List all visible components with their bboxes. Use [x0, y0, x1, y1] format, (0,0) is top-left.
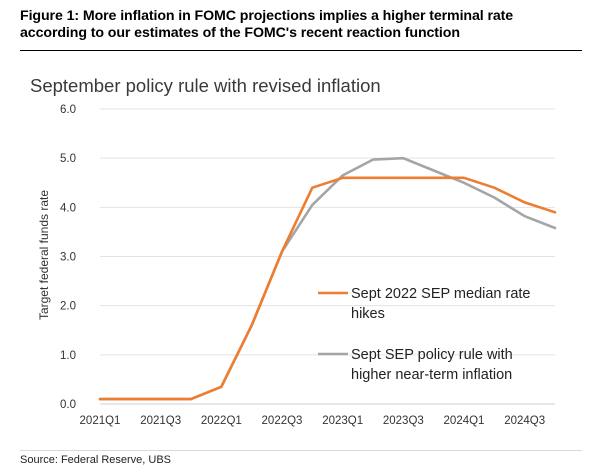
legend-label: hikes — [351, 306, 385, 322]
y-tick-label: 0.0 — [60, 399, 76, 411]
x-tick-label: 2022Q1 — [201, 415, 242, 427]
series-line-sept-2022-sep-median — [98, 176, 557, 401]
y-tick-label: 6.0 — [60, 104, 76, 116]
figure-title: Figure 1: More inflation in FOMC project… — [20, 8, 580, 42]
y-tick-label: 1.0 — [60, 350, 76, 362]
chart-title: September policy rule with revised infla… — [30, 75, 381, 96]
x-tick-label: 2023Q3 — [383, 415, 424, 427]
y-tick-label: 3.0 — [60, 252, 76, 264]
y-axis-ticks: 0.0 1.0 2.0 3.0 4.0 5.0 6.0 — [60, 104, 76, 411]
x-tick-label: 2023Q1 — [322, 415, 363, 427]
legend-label: higher near-term inflation — [351, 367, 512, 383]
line-chart: September policy rule with revised infla… — [30, 75, 557, 427]
figure-title-line-1: Figure 1: More inflation in FOMC project… — [20, 8, 514, 24]
x-tick-label: 2022Q3 — [262, 415, 303, 427]
legend-label: Sept SEP policy rule with — [351, 347, 513, 363]
x-tick-label: 2024Q3 — [504, 415, 545, 427]
legend-label: Sept 2022 SEP median rate — [351, 286, 531, 302]
figure-title-line-2: according to our estimates of the FOMC's… — [20, 25, 460, 41]
source-note: Source: Federal Reserve, UBS — [20, 454, 172, 466]
y-tick-label: 2.0 — [60, 301, 76, 313]
footer-divider — [20, 450, 582, 451]
y-tick-label: 5.0 — [60, 153, 76, 165]
legend: Sept 2022 SEP median rate hikes Sept SEP p… — [318, 286, 531, 383]
title-divider — [20, 50, 582, 51]
x-axis-ticks: 2021Q1 2021Q3 2022Q1 2022Q3 2023Q1 2023Q3 2024… — [80, 415, 546, 427]
x-tick-label: 2021Q1 — [80, 415, 121, 427]
x-tick-label: 2021Q3 — [140, 415, 181, 427]
y-axis-label: Target federal funds rate — [37, 190, 51, 320]
series-lines — [98, 156, 557, 401]
x-tick-label: 2024Q1 — [444, 415, 485, 427]
y-tick-label: 4.0 — [60, 202, 76, 214]
